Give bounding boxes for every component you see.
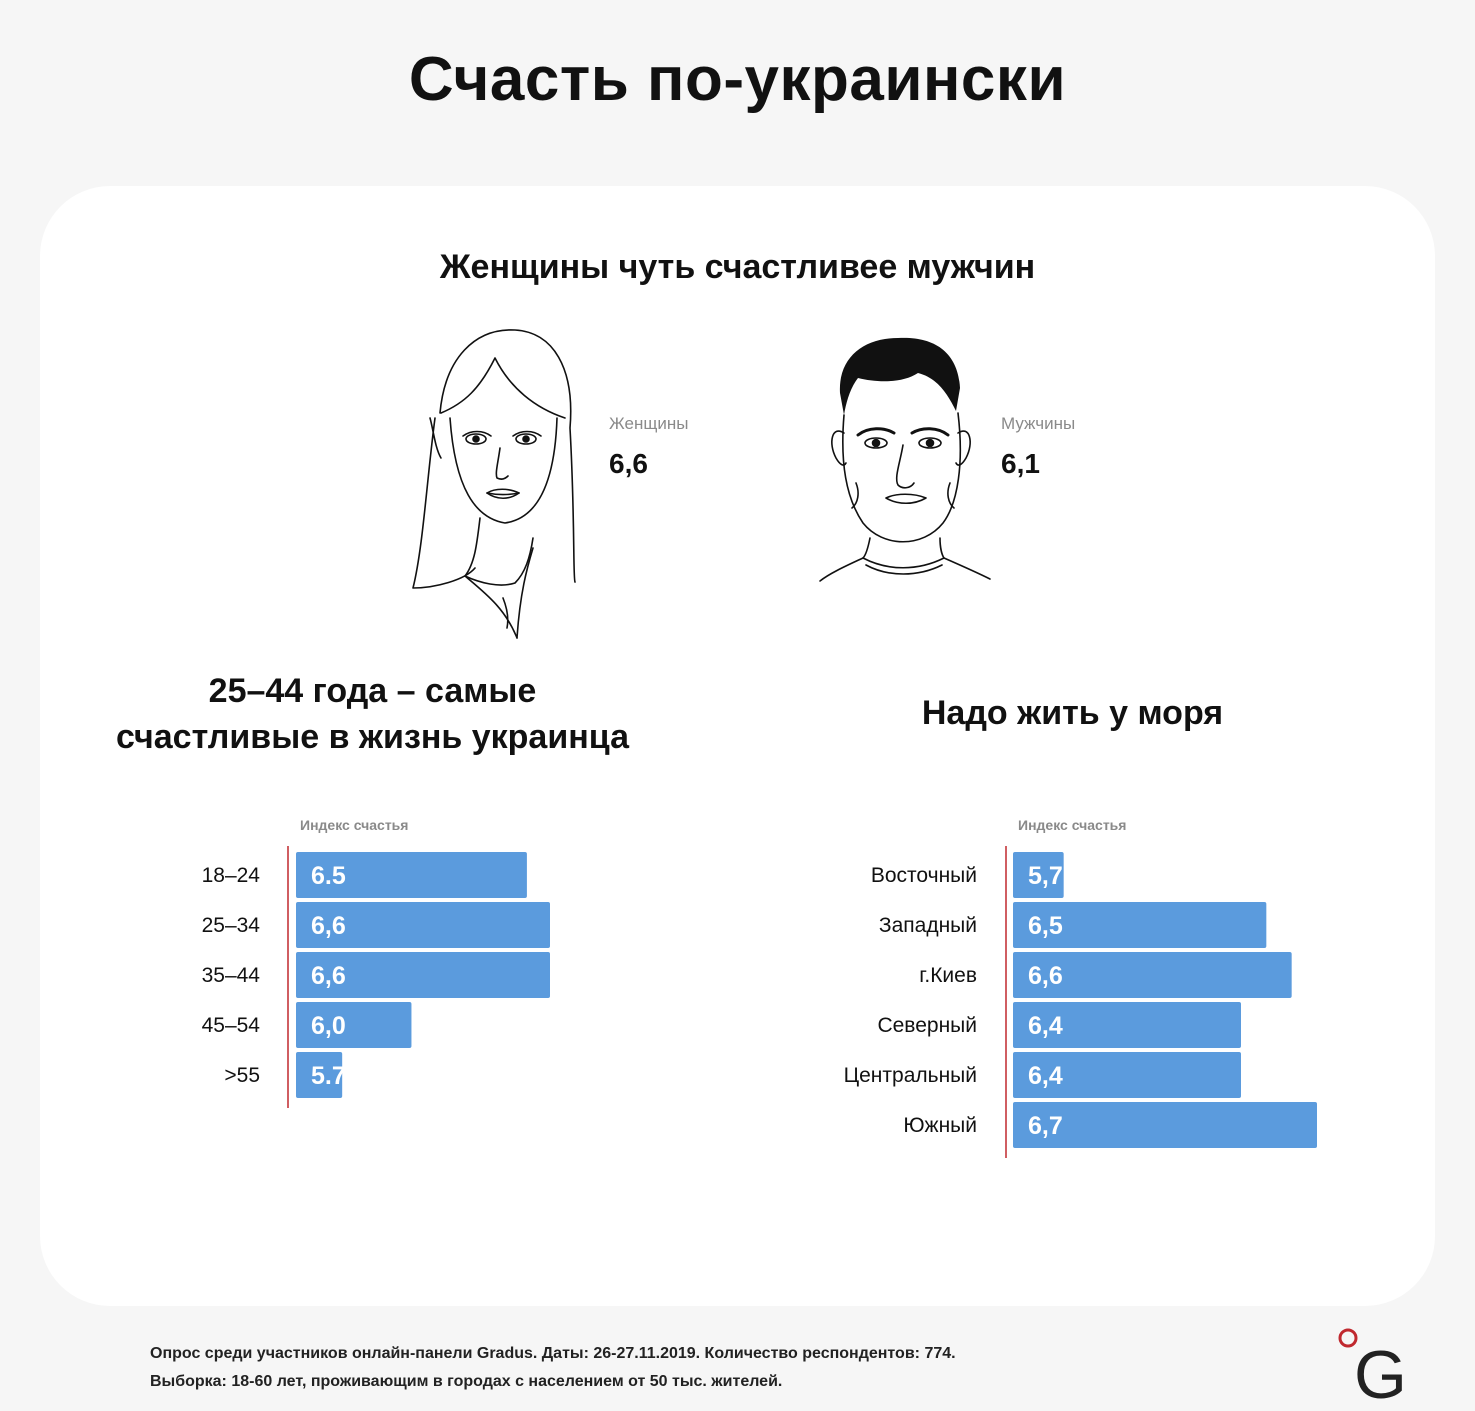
region-category-label: Южный	[903, 1114, 977, 1137]
region-chart-title: Надо жить у моря	[921, 694, 1224, 732]
region-bar	[1013, 952, 1292, 998]
age-category-label: 35–44	[202, 964, 261, 987]
region-bar-value: 6,4	[1028, 1012, 1063, 1040]
region-axis-label: Индекс счастья	[1018, 817, 1126, 833]
og-logo: G	[1338, 1328, 1407, 1406]
region-bar-value: 5,7	[1028, 862, 1063, 890]
region-category-label: Северный	[877, 1014, 977, 1037]
footer-line-2: Выборка: 18-60 лет, проживающим в города…	[150, 1373, 783, 1390]
age-category-label: 18–24	[202, 864, 261, 887]
men-label: Мужчины	[1001, 414, 1076, 433]
age-bar-value: 6,0	[311, 1012, 346, 1040]
man-face-icon	[819, 337, 991, 582]
age-category-label: 25–34	[202, 914, 261, 937]
age-bar	[296, 902, 550, 948]
age-bar	[296, 1002, 412, 1048]
age-category-label: 45–54	[202, 1014, 261, 1037]
women-label: Женщины	[609, 414, 689, 433]
logo-letter: G	[1354, 1337, 1407, 1406]
footer-line-1: Опрос среди участников онлайн-панели Gra…	[150, 1345, 956, 1362]
region-bar	[1013, 1102, 1317, 1148]
region-category-label: Центральный	[844, 1064, 977, 1087]
age-chart-title-line-2: счастливые в жизнь украинца	[116, 718, 629, 756]
gender-section-title: Женщины чуть счастливее мужчин	[439, 248, 1036, 286]
age-bar-value: 5.7	[311, 1062, 346, 1090]
age-bar-value: 6,6	[311, 912, 346, 940]
region-bar	[1013, 1002, 1241, 1048]
men-value: 6,1	[1001, 448, 1040, 479]
region-bar-value: 6,6	[1028, 962, 1063, 990]
region-bar-value: 6,7	[1028, 1112, 1063, 1140]
age-bar	[296, 852, 527, 898]
age-category-label: >55	[224, 1064, 260, 1087]
region-bar	[1013, 1052, 1241, 1098]
age-axis-label: Индекс счастья	[300, 817, 408, 833]
region-bar-value: 6,5	[1028, 912, 1063, 940]
region-category-label: Восточный	[871, 864, 977, 887]
women-value: 6,6	[609, 448, 648, 479]
age-bar-value: 6,6	[311, 962, 346, 990]
region-bar	[1013, 902, 1267, 948]
region-bar	[1013, 852, 1064, 898]
age-bar-value: 6.5	[311, 862, 346, 890]
age-bar	[296, 1052, 343, 1098]
age-chart-title-line-1: 25–44 года – самые	[208, 672, 537, 710]
logo-circle-icon	[1338, 1328, 1358, 1348]
region-bar-value: 6,4	[1028, 1062, 1063, 1090]
age-chart-title: 25–44 года – самые счастливые в жизнь ук…	[70, 668, 675, 760]
woman-face-icon	[412, 329, 576, 639]
region-category-label: Западный	[879, 914, 977, 937]
region-category-label: г.Киев	[919, 964, 977, 987]
footer-note: Опрос среди участников онлайн-панели Gra…	[150, 1340, 956, 1396]
page-title: Счасть по-украински	[408, 45, 1067, 114]
age-bar	[296, 952, 550, 998]
